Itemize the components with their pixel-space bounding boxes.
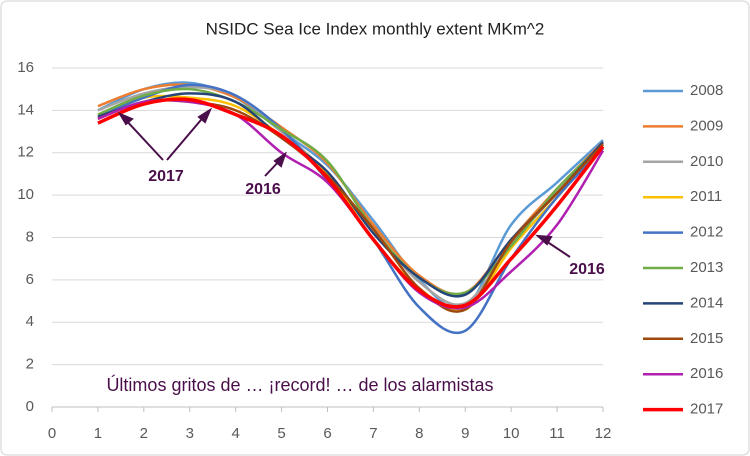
y-tick-label: 12 [17,144,34,161]
x-tick-label: 2 [140,425,148,442]
arrow-head [273,151,287,168]
x-tick-label: 8 [415,425,423,442]
y-tick-label: 10 [17,186,34,203]
series-line [97,87,604,296]
legend-label: 2012 [690,224,723,241]
y-tick-label: 6 [26,271,34,288]
legend-label: 2008 [690,82,723,99]
x-tick-label: 9 [461,425,469,442]
x-tick-label: 0 [48,425,56,442]
x-tick-label: 7 [369,425,377,442]
annotation: Últimos gritos de … ¡record! … de los al… [106,374,493,395]
y-tick-label: 0 [26,398,34,415]
series-line [97,97,605,309]
legend-label: 2009 [690,117,723,134]
y-tick-label: 14 [17,101,34,118]
x-tick-label: 11 [549,425,565,442]
y-tick-label: 16 [17,59,34,76]
x-tick-label: 3 [186,425,194,442]
annotation: 2016 [245,181,281,198]
arrow-head [117,111,134,126]
x-tick-label: 4 [231,425,239,442]
arrows [117,107,571,258]
y-tick-label: 2 [26,356,34,373]
arrow [123,117,164,161]
arrow [166,113,207,161]
x-tick-label: 5 [277,425,285,442]
x-tick-label: 12 [595,425,612,442]
legend-label: 2016 [690,365,723,382]
legend-label: 2015 [690,330,723,347]
annotation: 2017 [148,168,184,185]
legend-label: 2013 [690,259,723,276]
y-tick-label: 4 [26,313,34,330]
y-tick-label: 8 [26,228,34,245]
arrow-head [197,107,213,124]
arrow-head [535,234,553,246]
legend-label: 2010 [690,153,723,170]
legend-label: 2017 [690,401,723,418]
annotation: 2016 [569,261,605,278]
series-line [97,81,604,311]
legend-label: 2014 [690,294,723,311]
legend-label: 2011 [690,188,722,205]
x-tick-label: 10 [503,425,520,442]
x-tick-label: 1 [94,425,102,442]
x-tick-label: 6 [323,425,331,442]
chart-title: NSIDC Sea Ice Index monthly extent MKm^2 [206,19,545,38]
